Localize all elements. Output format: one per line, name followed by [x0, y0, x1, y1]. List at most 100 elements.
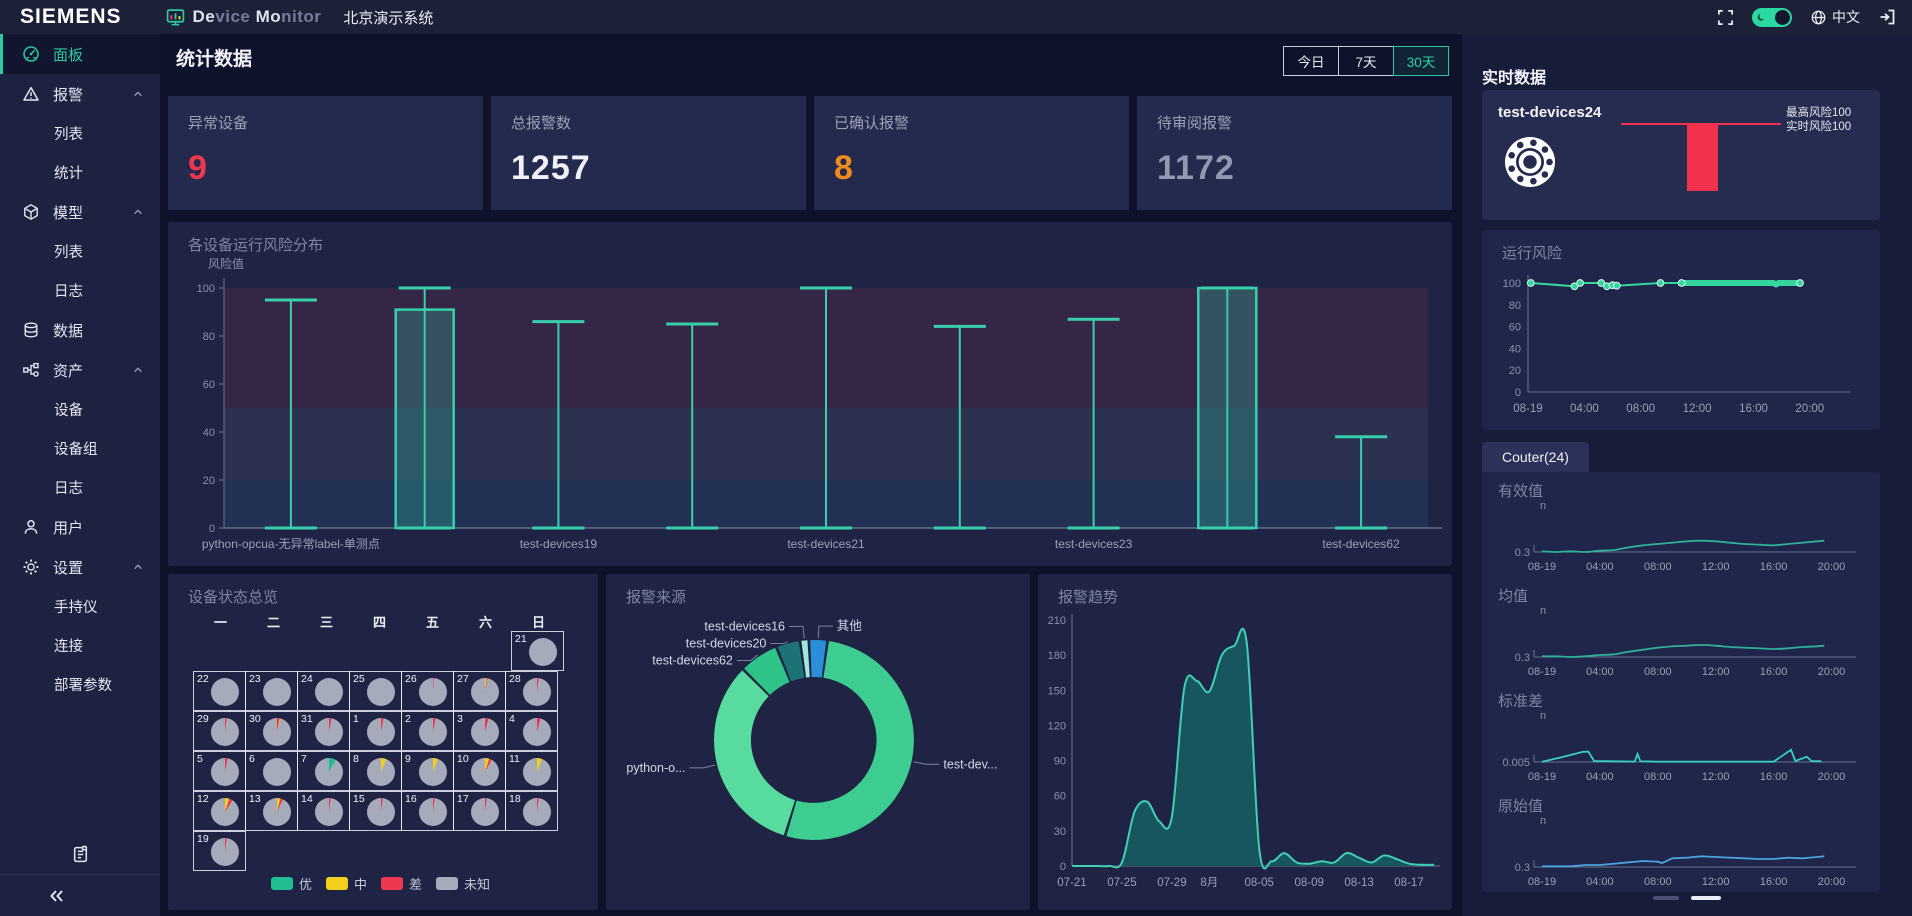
calendar-day-cell[interactable]: 5 [193, 751, 246, 791]
calendar-day-cell[interactable]: 21 [511, 631, 564, 671]
range-button[interactable]: 7天 [1338, 46, 1394, 76]
pie-slice-label: test-dev... [943, 757, 997, 771]
calendar-day-cell[interactable]: 29 [193, 711, 246, 751]
calendar-day-cell[interactable]: 30 [245, 711, 298, 751]
log-icon-button[interactable] [0, 845, 160, 864]
pagination-bar[interactable] [1653, 896, 1679, 900]
weekday-label: 一 [213, 615, 227, 630]
calendar-day-cell[interactable]: 25 [349, 671, 402, 711]
calendar-day-cell[interactable]: 23 [245, 671, 298, 711]
risk-distribution-panel: 各设备运行风险分布 风险值 0 20 40 60 80 100 python-opcua-无异… [168, 222, 1452, 566]
fullscreen-icon[interactable] [1717, 9, 1734, 26]
calendar-day-cell[interactable]: 18 [505, 791, 558, 831]
calendar-day-cell[interactable]: 8 [349, 751, 402, 791]
running-risk-panel: 运行风险 0 20 40 60 80 100 08-19 04:00 08:00 12:00 16:… [1482, 230, 1880, 430]
sidebar-item-asset[interactable]: 资产 [0, 350, 160, 390]
stat-card-label: 总报警数 [511, 115, 572, 132]
calendar-day-cell[interactable]: 11 [505, 751, 558, 791]
sidebar: 面板 报警 列表 统计 模型 列表 日志 数据 资产 设备 设备组 日志 用户 设置 手持仪 连接 部署参数 [0, 34, 160, 916]
sidebar-subitem-model[interactable]: 日志 [54, 284, 83, 300]
pagination-bar[interactable] [1691, 896, 1721, 900]
calendar-day-cell[interactable]: 6 [245, 751, 298, 791]
calendar-day-cell[interactable]: 14 [297, 791, 350, 831]
svg-text:16:00: 16:00 [1760, 771, 1788, 783]
calendar-day-cell[interactable]: 1 [349, 711, 402, 751]
svg-text:210: 210 [1048, 615, 1066, 627]
day-status-pie [211, 718, 239, 746]
collapse-sidebar-button[interactable] [0, 874, 160, 916]
sidebar-subitem-model[interactable]: 列表 [54, 245, 83, 261]
calendar-day-cell[interactable]: 15 [349, 791, 402, 831]
sidebar-subitem-asset[interactable]: 日志 [54, 481, 83, 497]
sidebar-subitem-settings[interactable]: 部署参数 [54, 678, 112, 694]
sidebar-subitem-asset[interactable]: 设备 [54, 403, 83, 419]
tab-counter[interactable]: Couter(24) [1482, 442, 1589, 472]
calendar-day-cell[interactable]: 28 [505, 671, 558, 711]
language-switch[interactable]: 中文 [1810, 7, 1860, 27]
range-button[interactable]: 今日 [1283, 46, 1339, 76]
logout-icon[interactable] [1878, 8, 1896, 26]
weekday-label: 二 [266, 615, 280, 630]
svg-text:test-devices19: test-devices19 [520, 537, 598, 551]
calendar-day-cell[interactable]: 19 [193, 831, 246, 871]
legend-item: 中 [325, 874, 367, 893]
sidebar-subitem-settings[interactable]: 手持仪 [54, 600, 98, 616]
calendar-day-cell[interactable]: 2 [401, 711, 454, 751]
svg-text:90: 90 [1054, 756, 1066, 768]
svg-text:12:00: 12:00 [1702, 771, 1730, 783]
calendar-day-cell[interactable]: 13 [245, 791, 298, 831]
day-status-pie [419, 798, 447, 826]
legend-label: 未知 [464, 877, 491, 892]
calendar-day-cell[interactable]: 22 [193, 671, 246, 711]
svg-text:30: 30 [1054, 826, 1066, 838]
realtime-device-card[interactable]: test-devices24 最高风险100 实时风险100 [1482, 90, 1880, 220]
calendar-day-cell[interactable]: 26 [401, 671, 454, 711]
calendar-day-cell[interactable]: 3 [453, 711, 506, 751]
sidebar-item-user[interactable]: 用户 [0, 507, 160, 547]
legend-swatch [381, 877, 403, 890]
legend-label: 优 [298, 877, 312, 892]
calendar-day-cell[interactable]: 10 [453, 751, 506, 791]
svg-text:12:00: 12:00 [1702, 561, 1730, 573]
user-icon [22, 518, 40, 536]
sidebar-subitem-asset[interactable]: 设备组 [54, 442, 98, 458]
svg-text:08:00: 08:00 [1644, 771, 1672, 783]
calendar-day-cell[interactable]: 9 [401, 751, 454, 791]
sidebar-item-panel[interactable]: 面板 [0, 34, 160, 74]
sidebar-item-model[interactable]: 模型 [0, 192, 160, 232]
sidebar-item-data[interactable]: 数据 [0, 310, 160, 350]
calendar-day-cell[interactable]: 7 [297, 751, 350, 791]
day-number: 30 [249, 713, 261, 725]
sidebar-subitem-settings[interactable]: 连接 [54, 639, 83, 655]
svg-text:04:00: 04:00 [1586, 771, 1614, 783]
day-number: 6 [249, 753, 255, 765]
legend-swatch [436, 877, 459, 890]
day-number: 10 [457, 753, 469, 765]
sidebar-item-alarm[interactable]: 报警 [0, 74, 160, 114]
calendar-day-cell[interactable]: 12 [193, 791, 246, 831]
sidebar-subitem-alarm[interactable]: 统计 [54, 166, 83, 182]
siemens-logo: SIEMENS [20, 5, 122, 28]
calendar-day-cell[interactable]: 27 [453, 671, 506, 711]
mini-chart-title: 标准差 [1498, 693, 1544, 710]
calendar-legend: 优 中 差 未知 [194, 874, 567, 893]
sidebar-item-settings[interactable]: 设置 [0, 547, 160, 587]
stat-card-value: 9 [188, 149, 208, 187]
svg-text:40: 40 [1509, 343, 1521, 355]
svg-text:n: n [1540, 710, 1546, 722]
calendar-day-cell[interactable]: 16 [401, 791, 454, 831]
day-status-pie [367, 758, 395, 786]
nodes-icon [22, 361, 40, 379]
calendar-day-cell[interactable]: 24 [297, 671, 350, 711]
calendar-grid: 21 22 23 24 25 26 27 28 29 30 31 1 2 3 4 5 6 7 8 9 10 11 12 13 1… [193, 631, 567, 872]
svg-text:0: 0 [1060, 861, 1066, 873]
calendar-day-cell[interactable]: 17 [453, 791, 506, 831]
svg-text:20:00: 20:00 [1795, 403, 1824, 415]
calendar-day-cell[interactable]: 4 [505, 711, 558, 751]
calendar-day-cell[interactable]: 31 [297, 711, 350, 751]
day-number: 3 [457, 713, 463, 725]
range-button[interactable]: 30天 [1393, 46, 1449, 76]
dark-mode-toggle[interactable] [1752, 7, 1792, 27]
sidebar-subitem-alarm[interactable]: 列表 [54, 127, 83, 143]
gear-icon [22, 558, 40, 576]
